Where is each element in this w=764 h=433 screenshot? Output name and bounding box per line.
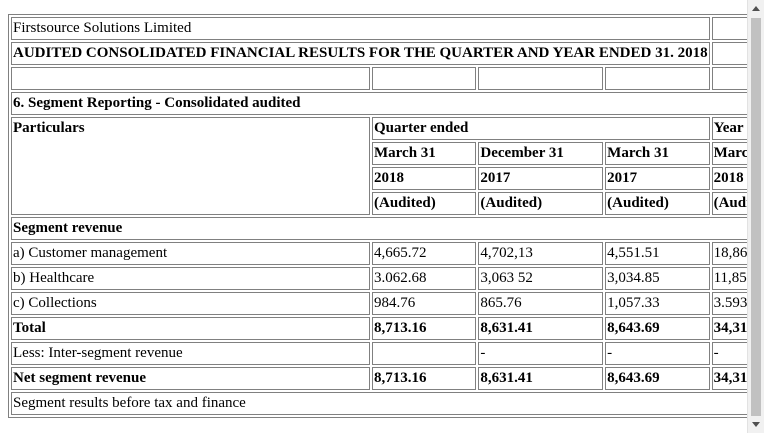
table-row: c) Collections 984.76 865.76 1,057.33 3.…	[11, 292, 747, 315]
column-status: (Audited)	[605, 192, 710, 215]
table-row: b) Healthcare 3.062.68 3,063 52 3,034.85…	[11, 267, 747, 290]
column-status: (Audited)	[711, 192, 747, 215]
cell-value: 8,631.41	[478, 317, 604, 340]
column-year: 2018	[372, 167, 477, 190]
column-status: (Audited)	[478, 192, 604, 215]
row-label: Less: Inter-segment revenue	[11, 342, 371, 365]
row-label: Net segment revenue	[11, 367, 371, 390]
quarter-ended-header: Quarter ended	[372, 117, 710, 140]
cell-value: 8,643.69	[605, 367, 710, 390]
column-month: December 31	[478, 142, 604, 165]
blank-cell	[605, 67, 710, 90]
row-label: b) Healthcare	[11, 267, 371, 290]
year-ended-header: Year ended	[711, 117, 747, 140]
scroll-down-button[interactable]	[748, 416, 764, 433]
document-viewport: Firstsource Solutions Limited AUDITED CO…	[8, 14, 747, 418]
table-row: a) Customer management 4,665.72 4,702,13…	[11, 242, 747, 265]
blank-cell	[11, 67, 371, 90]
cell-value: 34,314.97	[711, 317, 747, 340]
column-month: March 31	[605, 142, 710, 165]
scroll-up-button[interactable]	[748, 0, 764, 17]
cell-value: -	[478, 342, 604, 365]
table-row: Less: Inter-segment revenue - - -	[11, 342, 747, 365]
cell-value: 8,713.16	[372, 317, 477, 340]
particulars-header: Particulars	[11, 117, 371, 215]
cell-value: 865.76	[478, 292, 604, 315]
blank-cell	[478, 67, 604, 90]
cell-value: 11,853.21	[711, 267, 747, 290]
cell-value: 4,551.51	[605, 242, 710, 265]
cell-value: 18,868.24	[711, 242, 747, 265]
cell-value: 3.062.68	[372, 267, 477, 290]
company-name: Firstsource Solutions Limited	[11, 17, 710, 40]
table-row: Segment results before tax and finance	[11, 392, 747, 415]
scrollbar-thumb[interactable]	[751, 18, 761, 416]
cell-value: 3.593.52	[711, 292, 747, 315]
cell-value: 8,631.41	[478, 367, 604, 390]
arrow-down-icon	[752, 422, 760, 427]
cell-value: 8,643.69	[605, 317, 710, 340]
cell-value: 4,665.72	[372, 242, 477, 265]
cell-value: 1,057.33	[605, 292, 710, 315]
report-title: AUDITED CONSOLIDATED FINANCIAL RESULTS F…	[11, 42, 710, 65]
cell-value	[372, 342, 477, 365]
column-month: March 31	[711, 142, 747, 165]
vertical-scrollbar[interactable]	[747, 0, 764, 433]
table-row: Net segment revenue 8,713.16 8,631.41 8,…	[11, 367, 747, 390]
financial-results-table: Firstsource Solutions Limited AUDITED CO…	[8, 14, 747, 418]
cell-value: 3,034.85	[605, 267, 710, 290]
table-row: Segment revenue	[11, 217, 747, 240]
row-label: Total	[11, 317, 371, 340]
section-title: 6. Segment Reporting - Consolidated audi…	[11, 92, 747, 115]
cell-value: 984.76	[372, 292, 477, 315]
blank-cell	[711, 67, 747, 90]
segment-revenue-heading: Segment revenue	[11, 217, 747, 240]
row-label: Segment results before tax and finance	[11, 392, 747, 415]
cell-value: 8,713.16	[372, 367, 477, 390]
column-year: 2017	[478, 167, 604, 190]
column-month: March 31	[372, 142, 477, 165]
arrow-up-icon	[752, 6, 760, 11]
cell-value: -	[605, 342, 710, 365]
row-label: c) Collections	[11, 292, 371, 315]
row-label: a) Customer management	[11, 242, 371, 265]
cell-value: -	[711, 342, 747, 365]
blank-cell	[372, 67, 477, 90]
column-year: 2018	[711, 167, 747, 190]
cell-value: 34,314.97	[711, 367, 747, 390]
cell-value: 4,702,13	[478, 242, 604, 265]
column-year: 2017	[605, 167, 710, 190]
column-status: (Audited)	[372, 192, 477, 215]
blank-cell	[711, 17, 747, 40]
cell-value: 3,063 52	[478, 267, 604, 290]
table-row: Total 8,713.16 8,631.41 8,643.69 34,314.…	[11, 317, 747, 340]
blank-cell	[711, 42, 747, 65]
